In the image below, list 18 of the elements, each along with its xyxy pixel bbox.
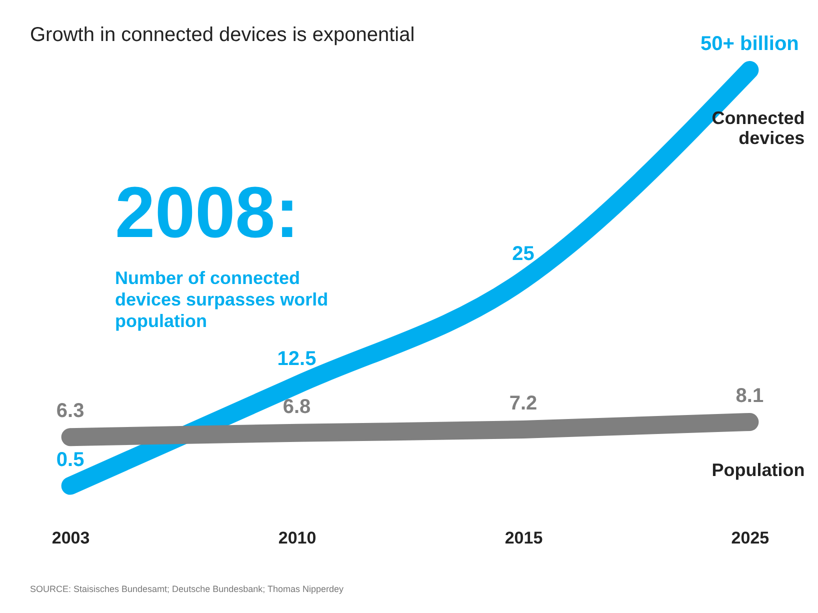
x-tick-label: 2015 (504, 528, 543, 548)
data-label: 6.3 (56, 400, 84, 422)
text: Population (712, 460, 805, 480)
data-label: 7.2 (509, 392, 538, 415)
series-label: Connected devices (712, 108, 805, 148)
x-tick-label: 2010 (278, 528, 316, 548)
data-label: 0.5 (56, 448, 84, 471)
data-label: 25 (512, 243, 534, 265)
x-tick-label: 2003 (52, 528, 90, 548)
annotation: Number of connected devices surpasses world population (115, 268, 328, 332)
data-label: 8.1 (736, 384, 764, 407)
source-note: SOURCE: Staisisches Bundesamt; Deutsche Bundesbank; Thomas Nipperdey (30, 584, 344, 594)
x-tick-label: 2025 (731, 528, 770, 548)
annotation: 2008: (115, 173, 300, 253)
data-label: 6.8 (282, 396, 311, 418)
data-label: 50+ billion (700, 33, 799, 55)
data-label: 12.5 (277, 348, 316, 370)
chart-title: Growth in connected devices is exponential (30, 24, 415, 46)
